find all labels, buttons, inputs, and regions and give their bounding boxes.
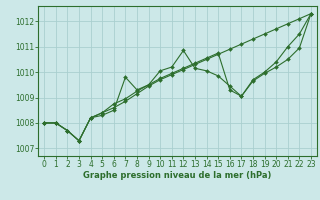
X-axis label: Graphe pression niveau de la mer (hPa): Graphe pression niveau de la mer (hPa) xyxy=(84,171,272,180)
